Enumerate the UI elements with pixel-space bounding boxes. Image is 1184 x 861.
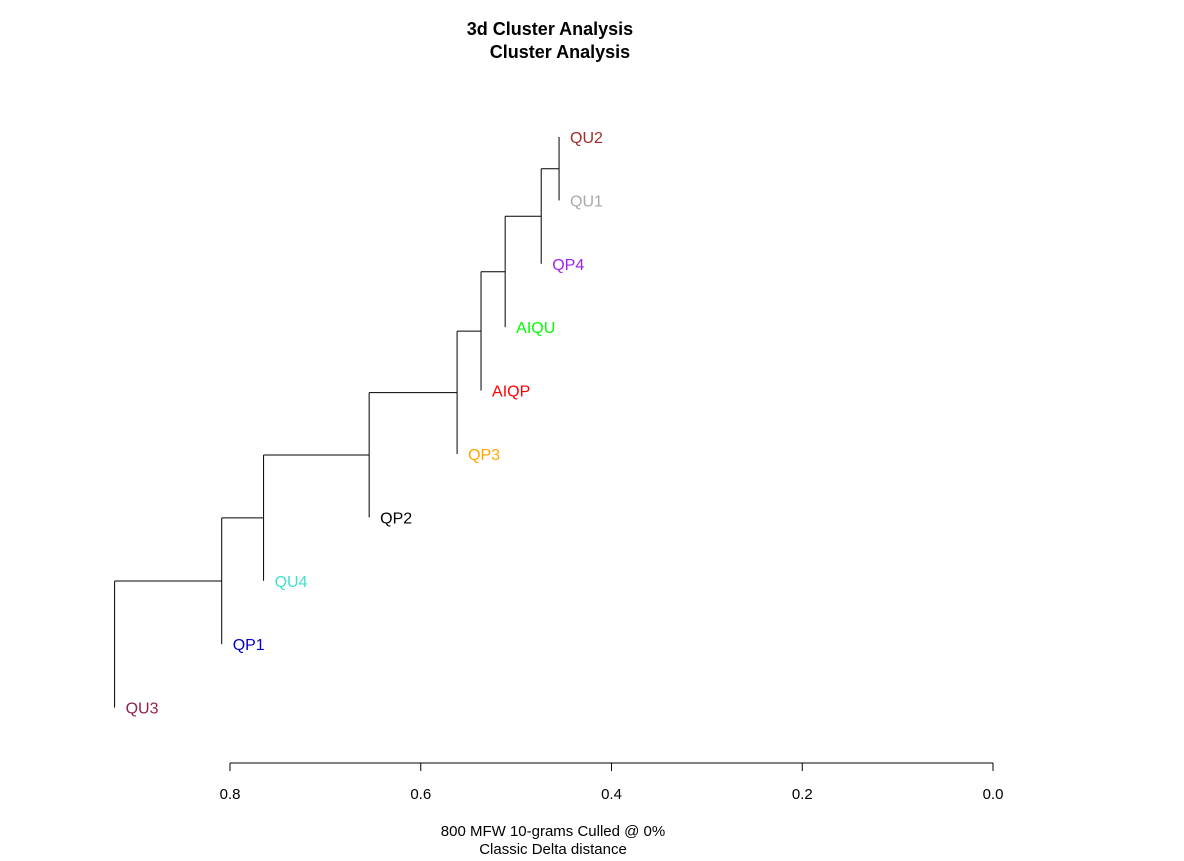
leaf-label: QP2: [380, 510, 412, 527]
x-tick-label: 0.8: [220, 786, 241, 803]
leaf-labels: QU2 QU1 QP4 AIQU AIQP QP3 QP2 QU4 QP1 QU3: [126, 130, 603, 718]
leaf-label: AIQP: [492, 384, 530, 401]
leaf-label: QU2: [570, 130, 603, 147]
leaf-label: QP1: [233, 637, 265, 654]
leaf-label: QP4: [552, 257, 584, 274]
leaf-label: QP3: [468, 447, 500, 464]
x-tick-label: 0.4: [601, 786, 622, 803]
leaf-label: QU4: [275, 574, 308, 591]
leaf-label: QU1: [570, 193, 603, 210]
x-tick-label: 0.0: [983, 786, 1004, 803]
leaf-label: QU3: [126, 701, 159, 718]
x-tick-label: 0.6: [410, 786, 431, 803]
dendrogram-branches: [114, 137, 560, 708]
x-axis-label-line2: Classic Delta distance: [479, 841, 627, 858]
leaf-label: AIQU: [516, 320, 555, 337]
x-axis: 0.8 0.6 0.4 0.2 0.0: [220, 762, 1004, 803]
chart-title: 3d Cluster Analysis: [466, 19, 634, 39]
chart-subtitle: Cluster Analysis: [489, 42, 631, 62]
x-tick-label: 0.2: [792, 786, 813, 803]
x-axis-label-line1: 800 MFW 10-grams Culled @ 0%: [440, 823, 666, 840]
